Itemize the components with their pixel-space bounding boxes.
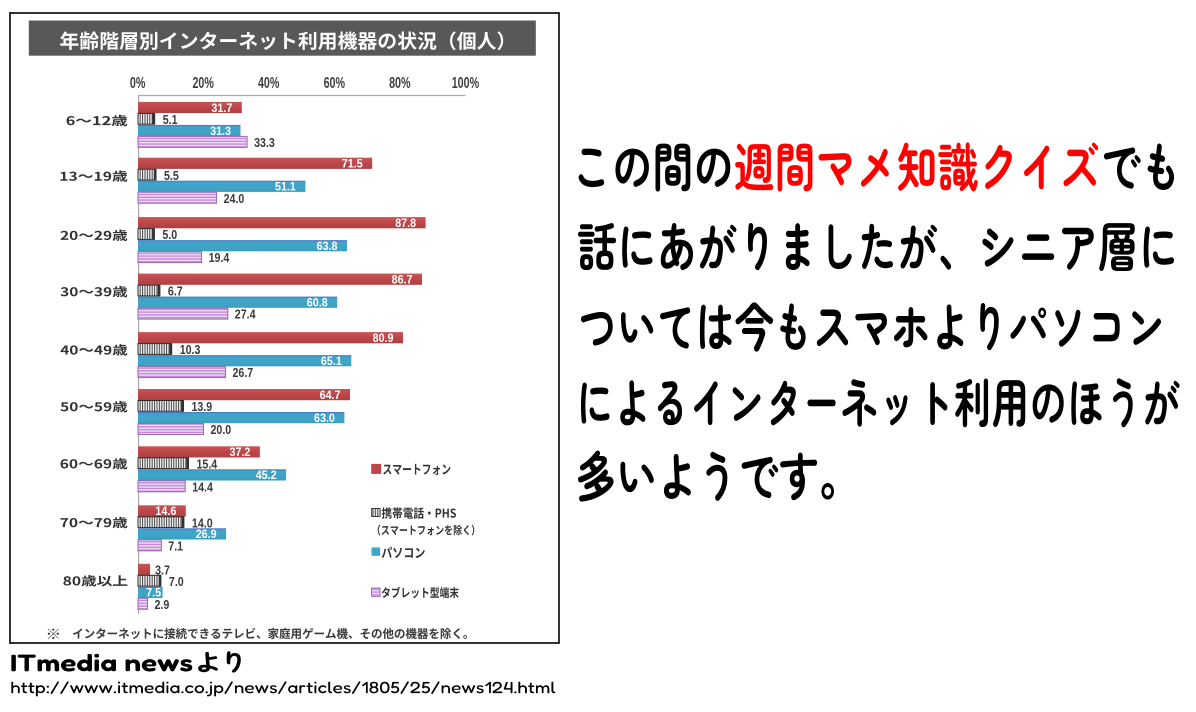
svg-text:60.8: 60.8 [307,297,328,310]
svg-text:14.0: 14.0 [192,515,213,530]
svg-text:2.9: 2.9 [155,597,170,612]
svg-text:80%: 80% [389,74,410,92]
svg-text:20%: 20% [192,74,213,92]
svg-text:31.7: 31.7 [211,102,232,115]
svg-text:7.1: 7.1 [168,538,183,553]
svg-text:14.4: 14.4 [192,479,213,494]
svg-text:3.7: 3.7 [155,562,170,577]
svg-text:5.0: 5.0 [162,227,177,242]
svg-text:40%: 40% [258,74,279,92]
svg-text:64.7: 64.7 [320,389,341,402]
svg-text:13.9: 13.9 [192,399,213,414]
svg-text:71.5: 71.5 [342,158,363,171]
svg-text:7.0: 7.0 [169,574,184,589]
svg-text:19.4: 19.4 [209,250,230,265]
svg-text:7.5: 7.5 [146,587,161,600]
svg-text:27.4: 27.4 [235,307,256,322]
svg-text:80.9: 80.9 [373,332,394,345]
svg-text:5.1: 5.1 [163,112,178,127]
svg-text:26.9: 26.9 [196,529,217,542]
svg-text:6.7: 6.7 [168,284,183,299]
svg-text:33.3: 33.3 [254,135,275,150]
svg-text:87.8: 87.8 [395,217,416,230]
svg-text:26.7: 26.7 [233,365,254,380]
svg-text:24.0: 24.0 [224,191,245,206]
svg-text:0%: 0% [130,74,145,92]
svg-text:65.1: 65.1 [321,355,342,368]
svg-text:5.5: 5.5 [164,168,179,183]
svg-text:86.7: 86.7 [392,274,413,287]
svg-text:20.0: 20.0 [211,422,232,437]
svg-text:37.2: 37.2 [230,447,251,460]
svg-text:10.3: 10.3 [180,342,201,357]
svg-text:31.3: 31.3 [210,125,231,138]
svg-text:63.8: 63.8 [317,240,338,253]
svg-text:14.6: 14.6 [155,506,176,519]
svg-text:100%: 100% [452,74,479,92]
svg-text:15.4: 15.4 [197,456,218,471]
svg-text:51.1: 51.1 [275,181,296,194]
svg-text:63.0: 63.0 [314,412,335,425]
svg-text:45.2: 45.2 [256,470,277,483]
svg-text:60%: 60% [324,74,345,92]
